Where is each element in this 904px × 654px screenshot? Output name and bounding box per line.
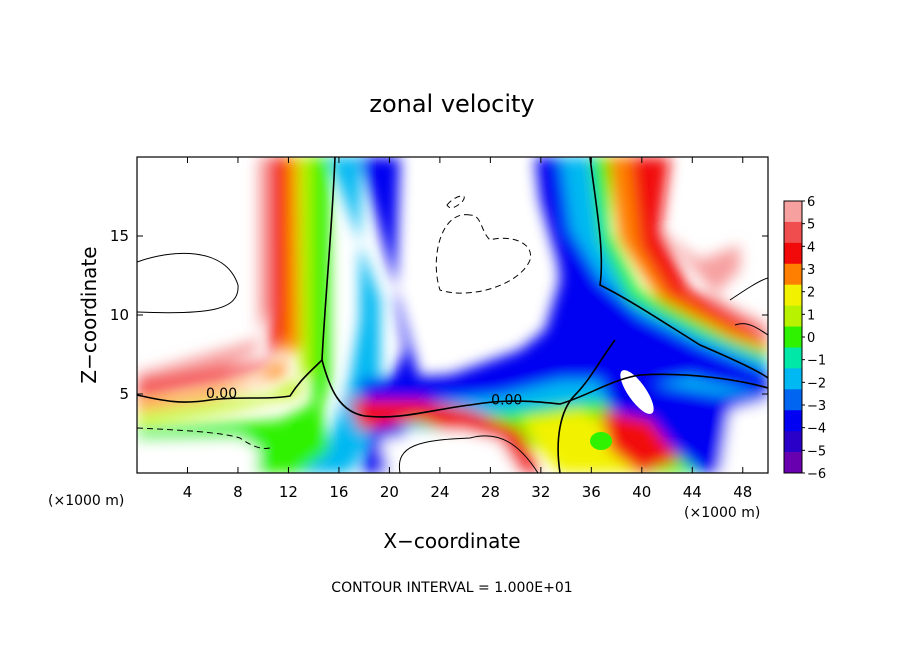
colorbar-segment — [784, 284, 802, 307]
x-tick-label: 40 — [632, 483, 651, 501]
field-lower-left-white — [137, 438, 260, 473]
x-tick-label: 12 — [279, 483, 298, 501]
contour-zero-center — [321, 359, 768, 418]
colorbar-segment — [784, 431, 802, 453]
colorbar-segment — [784, 452, 802, 474]
y-tick-label: 15 — [110, 227, 129, 245]
colorbar-label: −4 — [807, 422, 826, 437]
x-tick-label: 48 — [733, 483, 752, 501]
field-band-pos4 — [137, 157, 290, 395]
x-tick-label: 4 — [183, 483, 193, 501]
colorbar-segment — [784, 305, 802, 328]
contour-zero-right — [589, 157, 768, 379]
y-tick-label: 5 — [119, 385, 129, 403]
contour-label: 0.00 — [491, 392, 522, 408]
contour-dashed-lower-left — [137, 427, 271, 449]
colorbar-label: 2 — [807, 286, 815, 301]
colorbar-label: −1 — [807, 354, 826, 369]
x-tick-label: 16 — [329, 483, 348, 501]
field-green-blob — [590, 432, 612, 450]
colorbar-segment — [784, 326, 802, 348]
x-tick-label: 32 — [531, 483, 550, 501]
colorbar-segment — [784, 242, 802, 265]
colorbar-label: −6 — [807, 467, 826, 482]
y-axis-title: Z−coordinate — [77, 246, 101, 383]
contour-dashed-center — [435, 214, 531, 294]
contour-thin-right-b — [734, 323, 768, 336]
field-right-plume-green — [590, 157, 768, 362]
contour-zero-lower — [557, 339, 616, 473]
x-axis-title: X−coordinate — [383, 529, 520, 553]
contour-labels: 0.00 0.00 — [206, 386, 522, 408]
field-bottom-red — [600, 410, 680, 473]
contour-interval-note: CONTOUR INTERVAL = 1.000E+01 — [331, 580, 572, 596]
contour-thin-left — [137, 252, 239, 314]
colorbar-segment — [784, 389, 802, 411]
colorbar-label: 4 — [807, 240, 815, 255]
field-white-ellipse — [620, 370, 654, 414]
field-right-plume-orange — [608, 157, 768, 352]
colorbar-segment — [784, 410, 802, 432]
contour-zero-left — [137, 157, 336, 403]
colorbar-segment — [784, 201, 802, 223]
field-lower-right-white — [720, 400, 768, 473]
colorbar-label: −5 — [807, 444, 826, 459]
x-tick-label: 28 — [481, 483, 500, 501]
field-green-blob-small — [291, 423, 303, 439]
colorbar-label: 6 — [807, 195, 815, 210]
colorbar-label: 0 — [807, 331, 815, 346]
x-tick-label: 20 — [380, 483, 399, 501]
contour-lines — [137, 157, 768, 473]
x-tick-label: 24 — [430, 483, 449, 501]
contour-thin-right — [729, 277, 768, 301]
field-right-plume-pink — [660, 230, 768, 340]
colorbar-label: −2 — [807, 376, 826, 391]
colorbar-segment — [784, 368, 802, 390]
x-unit-left: (×1000 m) — [48, 493, 124, 509]
x-tick-label: 44 — [683, 483, 702, 501]
field-band-neg2 — [290, 157, 380, 473]
field-bottom-white-left — [380, 430, 520, 473]
colorbar-label: 5 — [807, 218, 815, 233]
colorbar-label: 1 — [807, 308, 815, 323]
colorbar-segment — [784, 221, 802, 244]
colorbar-label: −3 — [807, 399, 826, 414]
contour-label: 0.00 — [206, 386, 237, 402]
colorbar-label: 3 — [807, 263, 815, 278]
contour-dashed-small — [446, 195, 465, 209]
colorbar-segment — [784, 263, 802, 286]
field-band-pos6 — [137, 157, 275, 392]
x-tick-label: 36 — [582, 483, 601, 501]
chart-title: zonal velocity — [369, 90, 534, 118]
colorbar-segment — [784, 347, 802, 369]
contour-thin-lower-right — [398, 435, 539, 473]
x-unit-right: (×1000 m) — [684, 505, 760, 521]
colorbar: 6 5 4 3 2 1 0 −1 −2 −3 −4 −5 −6 — [783, 195, 826, 482]
x-tick-label: 8 — [233, 483, 243, 501]
y-tick-label: 10 — [110, 306, 129, 324]
